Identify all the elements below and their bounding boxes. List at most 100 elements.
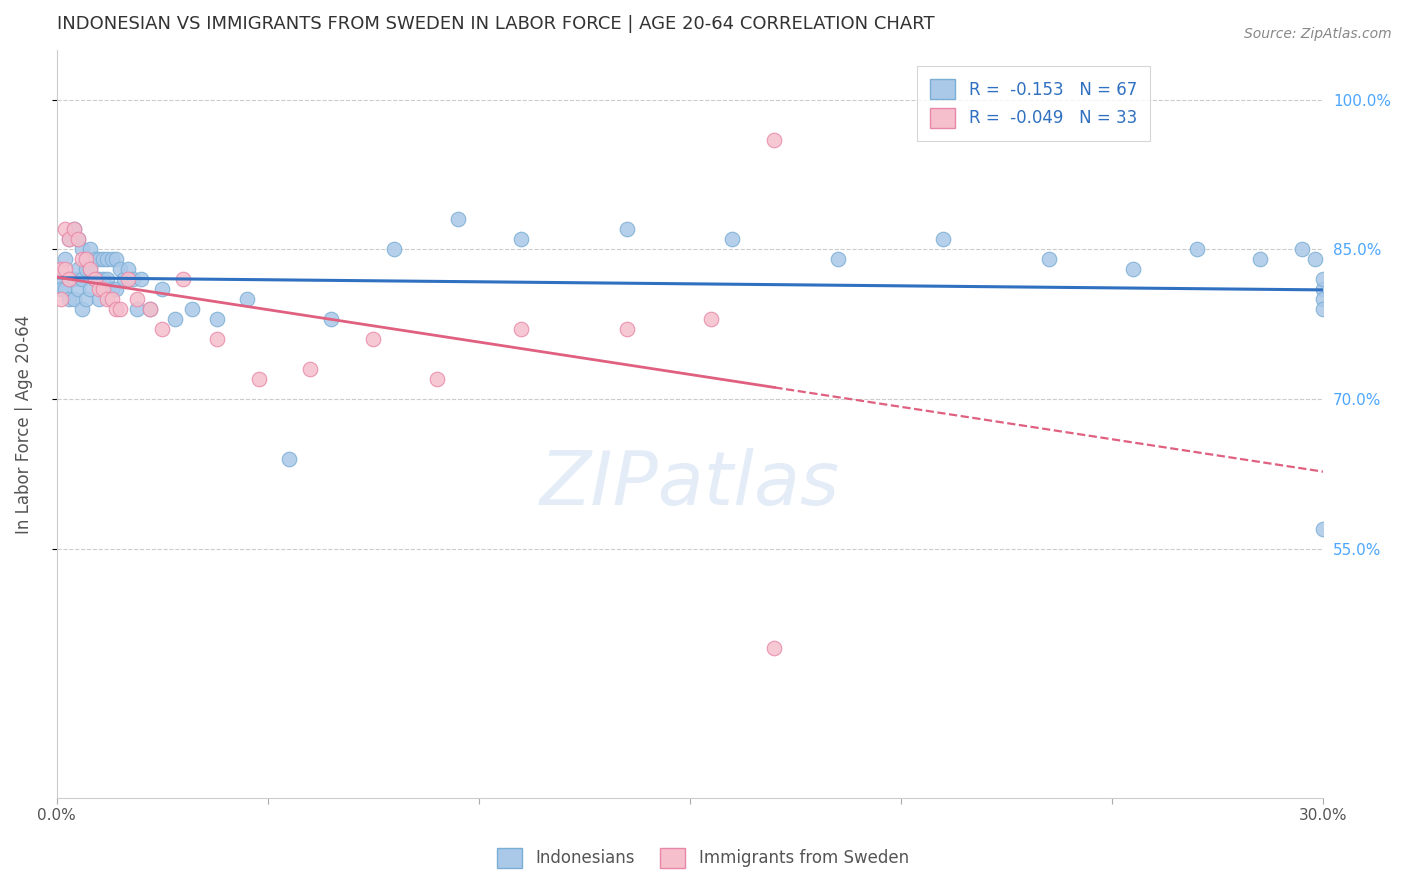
Point [83, 252, 105, 267]
Point [62, 222, 84, 236]
Point [384, 243, 406, 257]
Point [932, 232, 955, 246]
Point [83, 272, 105, 286]
Point [87, 282, 110, 296]
Point [763, 641, 786, 656]
Point [1312, 272, 1334, 286]
Point [235, 292, 257, 306]
Point [1249, 252, 1271, 267]
Point [87, 292, 110, 306]
Point [79, 282, 101, 296]
Point [96, 272, 118, 286]
Text: Source: ZipAtlas.com: Source: ZipAtlas.com [1244, 27, 1392, 41]
Point [117, 272, 139, 286]
Point [53, 282, 76, 296]
Point [70, 252, 93, 267]
Point [62, 272, 84, 286]
Point [104, 282, 127, 296]
Point [49, 272, 72, 286]
Point [100, 282, 122, 296]
Point [298, 362, 321, 376]
Point [426, 372, 449, 386]
Point [91, 272, 114, 286]
Point [361, 332, 384, 346]
Point [1312, 282, 1334, 296]
Point [75, 252, 97, 267]
Point [79, 243, 101, 257]
Point [66, 232, 89, 246]
Point [125, 292, 148, 306]
Point [100, 252, 122, 267]
Point [66, 232, 89, 246]
Point [49, 292, 72, 306]
Point [138, 302, 160, 317]
Point [1122, 262, 1144, 277]
Point [53, 262, 76, 277]
Point [1312, 302, 1334, 317]
Point [117, 262, 139, 277]
Point [83, 272, 105, 286]
Point [447, 212, 470, 227]
Point [510, 232, 533, 246]
Point [104, 252, 127, 267]
Point [319, 312, 342, 326]
Point [763, 133, 786, 147]
Point [70, 272, 93, 286]
Point [1291, 243, 1313, 257]
Point [129, 272, 152, 286]
Point [62, 292, 84, 306]
Point [108, 302, 131, 317]
Point [1312, 522, 1334, 536]
Point [79, 262, 101, 277]
Point [75, 252, 97, 267]
Point [700, 312, 723, 326]
Point [58, 272, 80, 286]
Point [150, 322, 173, 336]
Point [58, 232, 80, 246]
Point [87, 252, 110, 267]
Point [66, 282, 89, 296]
Point [91, 282, 114, 296]
Text: ZIPatlas: ZIPatlas [540, 448, 839, 520]
Text: INDONESIAN VS IMMIGRANTS FROM SWEDEN IN LABOR FORCE | AGE 20-64 CORRELATION CHAR: INDONESIAN VS IMMIGRANTS FROM SWEDEN IN … [56, 15, 934, 33]
Point [104, 302, 127, 317]
Point [53, 252, 76, 267]
Point [1303, 252, 1326, 267]
Point [1038, 252, 1060, 267]
Point [58, 272, 80, 286]
Point [70, 243, 93, 257]
Point [62, 222, 84, 236]
Point [66, 262, 89, 277]
Point [150, 282, 173, 296]
Point [121, 272, 143, 286]
Point [53, 222, 76, 236]
Point [827, 252, 849, 267]
Point [108, 262, 131, 277]
Point [100, 292, 122, 306]
Point [616, 322, 638, 336]
Point [75, 292, 97, 306]
Point [58, 232, 80, 246]
Point [79, 262, 101, 277]
Point [277, 451, 299, 466]
Point [1312, 292, 1334, 306]
Point [49, 282, 72, 296]
Point [180, 302, 202, 317]
Point [138, 302, 160, 317]
Legend: R =  -0.153   N = 67, R =  -0.049   N = 33: R = -0.153 N = 67, R = -0.049 N = 33 [917, 66, 1150, 141]
Point [91, 252, 114, 267]
Point [247, 372, 270, 386]
Point [172, 272, 194, 286]
Point [163, 312, 186, 326]
Point [125, 302, 148, 317]
Point [58, 292, 80, 306]
Point [205, 332, 228, 346]
Point [49, 262, 72, 277]
Point [87, 272, 110, 286]
Point [616, 222, 638, 236]
Point [96, 292, 118, 306]
Point [75, 262, 97, 277]
Y-axis label: In Labor Force | Age 20-64: In Labor Force | Age 20-64 [15, 314, 32, 533]
Legend: Indonesians, Immigrants from Sweden: Indonesians, Immigrants from Sweden [491, 841, 915, 875]
Point [721, 232, 744, 246]
